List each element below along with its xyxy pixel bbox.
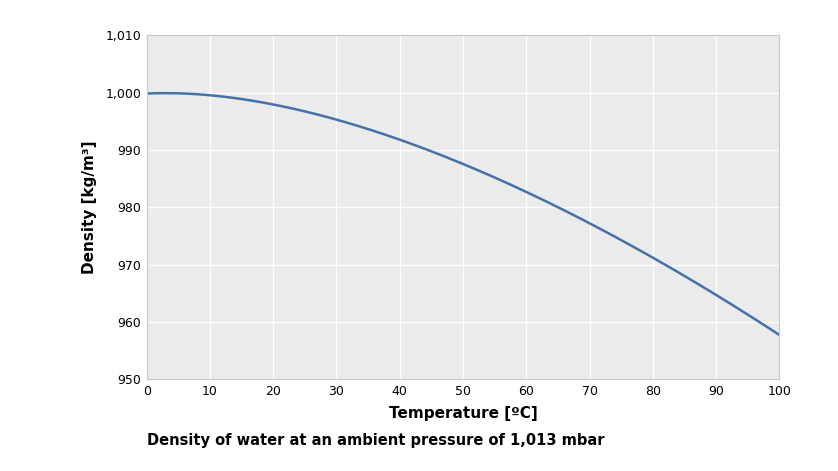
- X-axis label: Temperature [ºC]: Temperature [ºC]: [389, 406, 537, 421]
- Y-axis label: Density [kg/m³]: Density [kg/m³]: [82, 140, 97, 274]
- Text: Density of water at an ambient pressure of 1,013 mbar: Density of water at an ambient pressure …: [147, 433, 604, 448]
